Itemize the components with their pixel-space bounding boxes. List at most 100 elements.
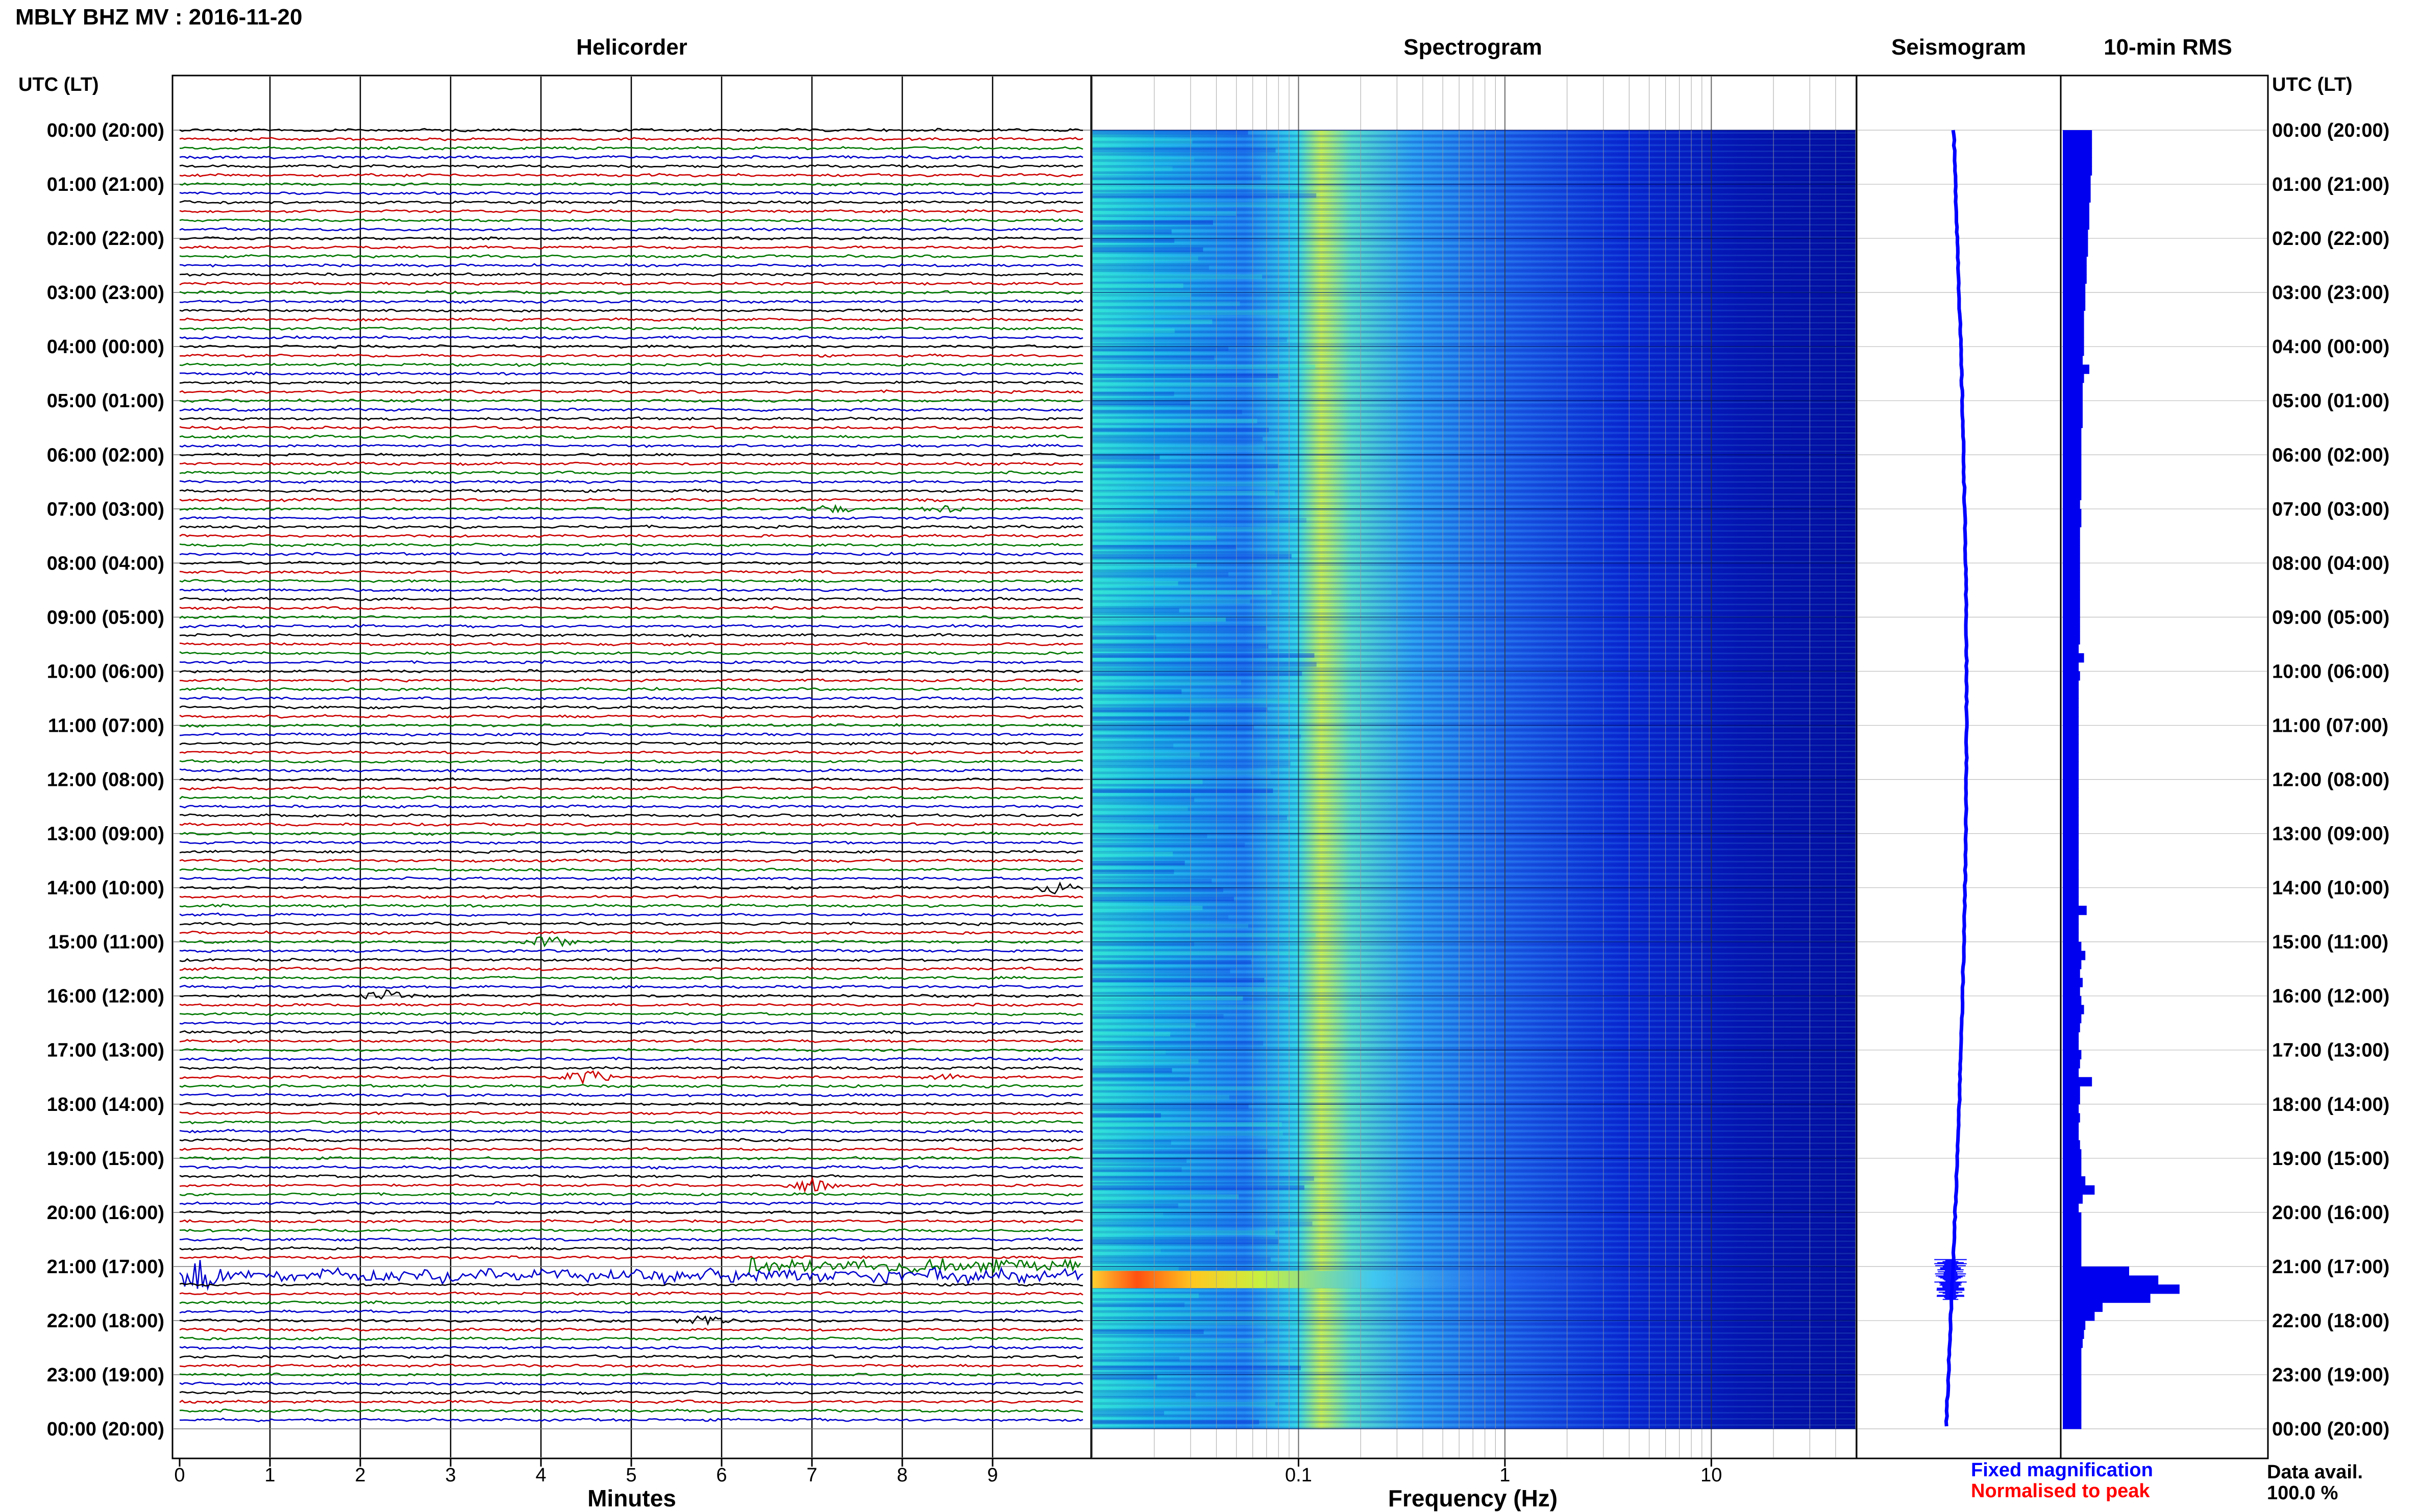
rms-title: 10-min RMS xyxy=(2104,35,2232,60)
rms-bar xyxy=(2063,824,2079,834)
data-avail-value: 100.0 % xyxy=(2267,1482,2338,1504)
rms-bar xyxy=(2063,1212,2082,1222)
helicorder-trace xyxy=(179,389,1083,394)
rms-bar xyxy=(2063,346,2084,356)
spectrogram-row-band xyxy=(1092,581,1178,586)
spectrogram-row-band xyxy=(1092,905,1203,910)
rms-bar xyxy=(2063,328,2084,338)
time-label-left: 06:00 (02:00) xyxy=(47,444,164,466)
helicorder-trace xyxy=(179,1165,1083,1170)
rms-bar xyxy=(2063,1347,2082,1357)
spectrogram-row-band xyxy=(1092,563,1197,568)
rms-bar xyxy=(2063,662,2079,672)
helicorder-tick-label: 1 xyxy=(264,1465,275,1486)
helicorder-tick-label: 8 xyxy=(897,1465,907,1486)
helicorder-trace xyxy=(179,1260,1083,1291)
time-label-right: 18:00 (14:00) xyxy=(2272,1094,2389,1116)
time-label-left: 08:00 (04:00) xyxy=(47,553,164,574)
rms-bar xyxy=(2063,418,2083,428)
rms-bar xyxy=(2063,409,2083,419)
rms-bar xyxy=(2063,1311,2095,1321)
helicorder-trace xyxy=(179,344,1083,349)
spectrogram-panel: 0.1 1 10 Frequency (Hz) xyxy=(1090,75,1858,1511)
time-label-left: 02:00 (22:00) xyxy=(47,228,164,250)
rms-bar xyxy=(2063,590,2080,600)
spectrogram-row-band xyxy=(1092,914,1228,920)
helicorder-trace xyxy=(179,1056,1083,1061)
spectrogram-row-band xyxy=(1092,238,1175,243)
rms-bar xyxy=(2063,599,2080,609)
spectrogram-row-band xyxy=(1092,1320,1299,1325)
time-label-right: 07:00 (03:00) xyxy=(2272,499,2389,520)
helicorder-tick-label: 3 xyxy=(445,1465,456,1486)
rms-bar xyxy=(2063,319,2084,329)
time-label-right: 05:00 (01:00) xyxy=(2272,390,2389,412)
rms-bar xyxy=(2063,626,2080,636)
spectrogram-row-band xyxy=(1092,256,1198,261)
spectrogram-row-band xyxy=(1092,1113,1161,1118)
rms-bar xyxy=(2063,175,2091,185)
rms-bar xyxy=(2063,581,2080,590)
helicorder-trace xyxy=(179,587,1083,592)
rms-bar xyxy=(2063,265,2087,275)
rms-bar xyxy=(2063,1176,2086,1186)
rms-bar xyxy=(2063,482,2082,491)
spectrogram-row-band xyxy=(1092,716,1189,721)
spectrogram-row-band xyxy=(1092,500,1192,505)
spectrogram-row-band xyxy=(1092,1104,1249,1109)
rms-bar xyxy=(2063,1023,2080,1032)
rms-bar xyxy=(2063,1410,2082,1420)
helicorder-trace xyxy=(179,1408,1083,1413)
rms-bar xyxy=(2063,1366,2082,1375)
helicorder-trace xyxy=(179,1021,1083,1026)
helicorder-trace xyxy=(179,858,1083,863)
spectrogram-row-band xyxy=(1092,1239,1279,1244)
time-label-left: 23:00 (19:00) xyxy=(47,1365,164,1386)
spectrogram-row-band xyxy=(1092,608,1179,613)
time-label-right: 22:00 (18:00) xyxy=(2272,1310,2389,1332)
rms-bar xyxy=(2063,770,2079,780)
time-label-left: 14:00 (10:00) xyxy=(47,878,164,899)
spectrogram-row-band xyxy=(1092,761,1291,766)
helicorder-trace xyxy=(179,876,1083,881)
spectrogram-row-band xyxy=(1092,409,1242,414)
time-label-right: 13:00 (09:00) xyxy=(2272,824,2389,845)
rms-bar xyxy=(2063,608,2080,617)
spectrogram-row-band xyxy=(1092,590,1272,595)
spectrogram-row-band xyxy=(1092,1248,1161,1253)
page-title: MBLY BHZ MV : 2016-11-20 xyxy=(15,5,302,30)
helicorder-trace xyxy=(179,1011,1083,1017)
spectrogram-row-band xyxy=(1092,1176,1314,1181)
rms-bar xyxy=(2063,1383,2082,1393)
time-label-left: 20:00 (16:00) xyxy=(47,1202,164,1224)
spectrogram-row-band xyxy=(1092,1032,1171,1037)
time-label-left: 16:00 (12:00) xyxy=(47,986,164,1007)
rms-bar xyxy=(2063,374,2084,383)
spectrogram-row-band xyxy=(1092,887,1223,893)
rms-bar xyxy=(2063,1086,2080,1096)
helicorder-trace xyxy=(179,524,1083,529)
spectrogram-row-band xyxy=(1092,824,1158,829)
rms-bar xyxy=(2063,1158,2082,1168)
helicorder-xlabel: Minutes xyxy=(587,1485,676,1511)
seismogram-gridlines xyxy=(1858,130,2060,1429)
rms-bar xyxy=(2063,1203,2079,1213)
helicorder-trace xyxy=(179,795,1083,800)
helicorder-trace xyxy=(179,597,1083,602)
spectrogram-row-band xyxy=(1092,220,1213,225)
spectrogram-row-band xyxy=(1092,1212,1164,1217)
helicorder-trace xyxy=(179,560,1083,565)
spectrogram-row-band xyxy=(1092,1311,1290,1316)
helicorder-trace xyxy=(179,308,1083,313)
rms-bar xyxy=(2063,1375,2082,1384)
helicorder-trace xyxy=(179,1093,1083,1098)
helicorder-trace xyxy=(179,921,1083,927)
spectrogram-row-band xyxy=(1092,202,1297,207)
rms-bar xyxy=(2063,653,2084,663)
rms-bar xyxy=(2063,490,2082,501)
helicorder-trace xyxy=(179,1291,1083,1296)
rms-bar xyxy=(2063,1095,2080,1105)
time-label-left: 19:00 (15:00) xyxy=(47,1148,164,1170)
spectrogram-row-band xyxy=(1092,1230,1275,1235)
helicorder-trace xyxy=(179,1201,1083,1206)
